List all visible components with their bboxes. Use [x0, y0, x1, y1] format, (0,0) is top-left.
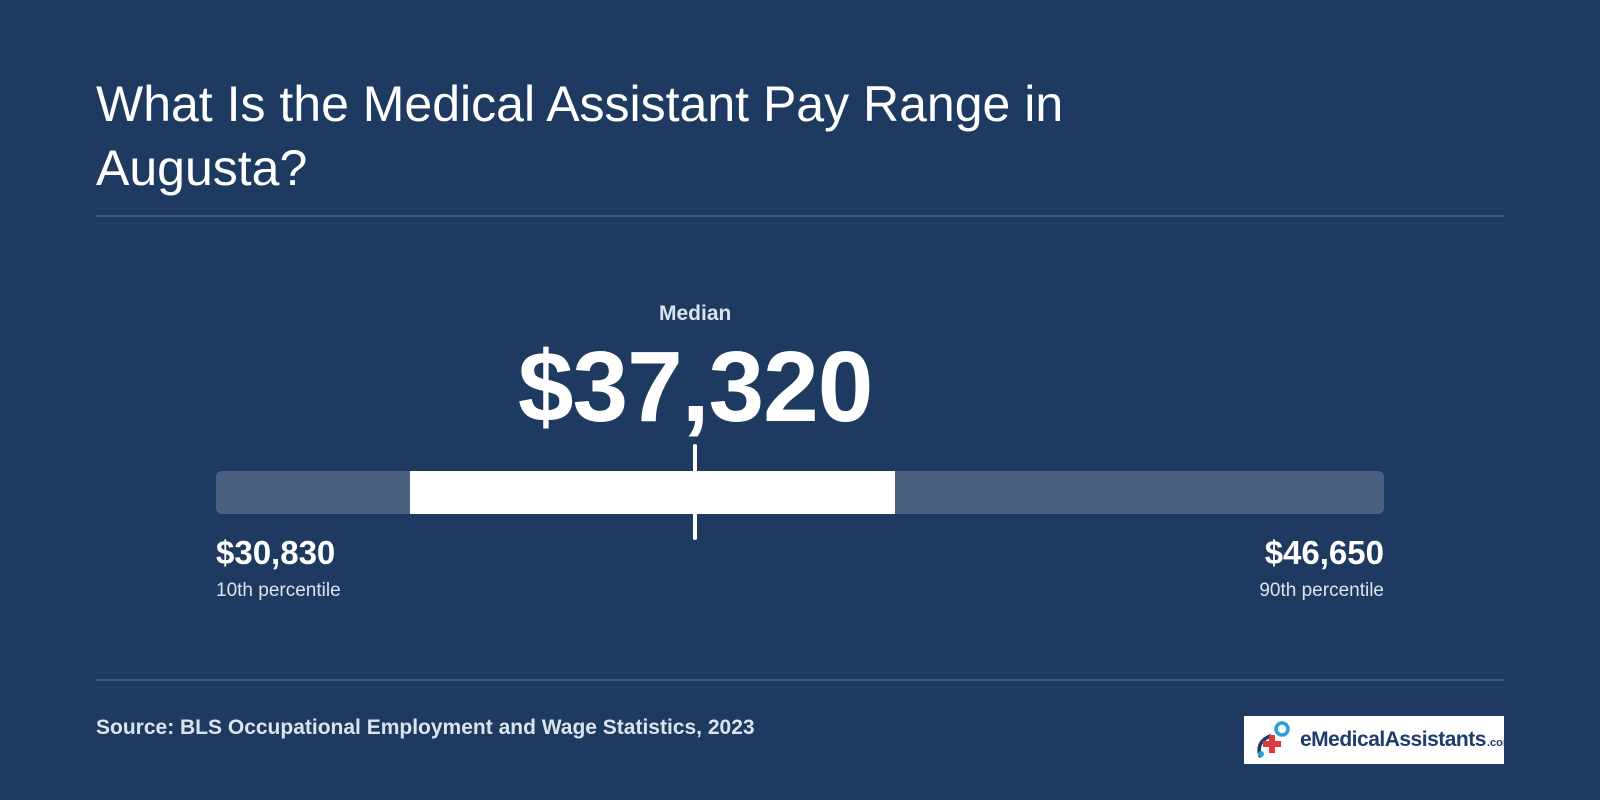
logo-wordmark: eMedicalAssistants [1300, 728, 1486, 751]
pay-range-track [216, 471, 1384, 514]
interquartile-range-bar [410, 471, 896, 514]
high-percentile-value: $46,650 [1264, 534, 1384, 571]
low-percentile-label: 10th percentile [216, 580, 341, 601]
median-marker [693, 444, 698, 540]
medical-cross-logo-icon [1252, 720, 1296, 760]
bottom-divider [96, 679, 1504, 681]
brand-logo[interactable]: eMedicalAssistants .com [1244, 716, 1513, 764]
source-citation: Source: BLS Occupational Employment and … [96, 716, 755, 739]
low-percentile-value: $30,830 [216, 534, 336, 571]
top-divider [96, 215, 1504, 217]
median-value: $37,320 [517, 331, 873, 443]
high-percentile-label: 90th percentile [1259, 580, 1384, 601]
median-label: Median [658, 302, 732, 325]
logo-domain-suffix: .com [1486, 737, 1513, 749]
page-title: What Is the Medical Assistant Pay Range … [96, 76, 1064, 196]
